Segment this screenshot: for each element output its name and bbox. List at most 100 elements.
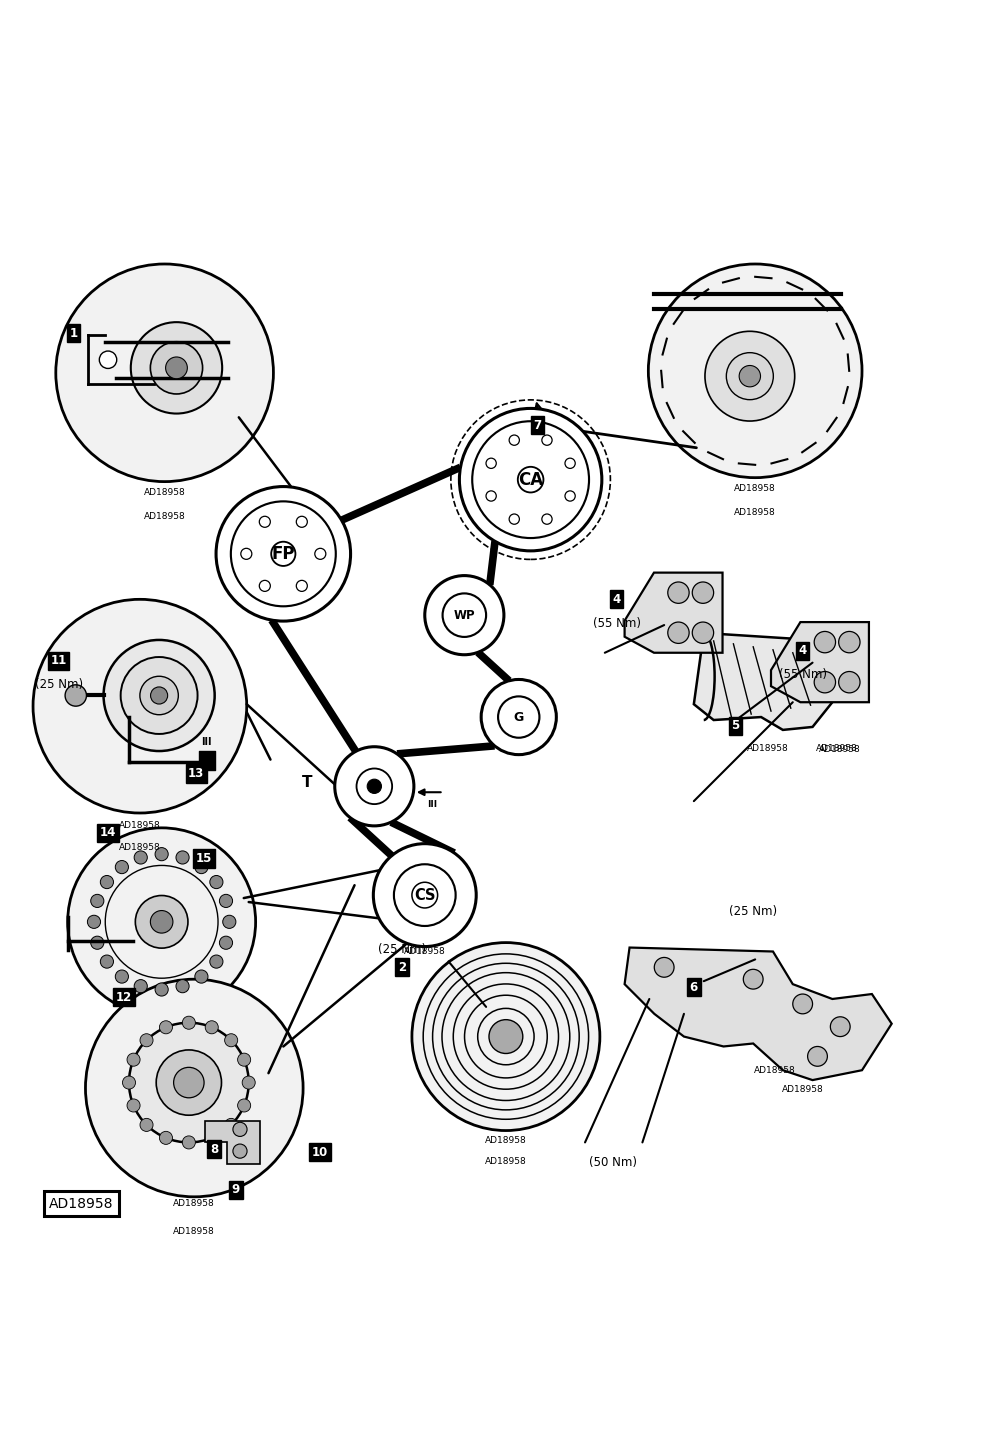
Circle shape: [518, 466, 544, 492]
Text: AD18958: AD18958: [49, 1197, 113, 1210]
Circle shape: [807, 1047, 827, 1066]
Circle shape: [160, 1131, 173, 1145]
Circle shape: [115, 861, 128, 874]
Circle shape: [127, 1099, 140, 1112]
Text: III: III: [427, 800, 436, 809]
Text: 10: 10: [311, 1145, 328, 1160]
Circle shape: [459, 409, 602, 550]
Text: AD18958: AD18958: [404, 947, 445, 956]
Circle shape: [151, 342, 202, 394]
Circle shape: [85, 979, 304, 1197]
Circle shape: [194, 970, 208, 983]
Circle shape: [238, 1099, 251, 1112]
Circle shape: [425, 576, 504, 654]
Text: AD18958: AD18958: [119, 843, 161, 852]
Circle shape: [134, 851, 148, 864]
Text: (55 Nm): (55 Nm): [779, 669, 826, 682]
Circle shape: [174, 1067, 204, 1097]
Circle shape: [219, 936, 232, 949]
Text: AD18958: AD18958: [144, 513, 186, 521]
Text: AD18958: AD18958: [754, 1066, 796, 1074]
Circle shape: [259, 517, 271, 527]
Text: CA: CA: [518, 471, 544, 488]
Text: (25 Nm): (25 Nm): [35, 677, 82, 690]
Circle shape: [668, 622, 689, 644]
Circle shape: [238, 1053, 251, 1066]
Circle shape: [129, 1022, 249, 1142]
Circle shape: [565, 458, 575, 468]
Text: AD18958: AD18958: [734, 508, 776, 517]
Text: AD18958: AD18958: [485, 1136, 527, 1145]
Circle shape: [242, 1076, 255, 1089]
Circle shape: [166, 357, 187, 378]
Text: AD18958: AD18958: [174, 1227, 215, 1236]
Circle shape: [241, 549, 252, 559]
Text: (25 Nm): (25 Nm): [729, 905, 778, 918]
Circle shape: [100, 875, 113, 888]
Circle shape: [442, 593, 486, 637]
Text: 15: 15: [196, 852, 212, 865]
Circle shape: [334, 747, 414, 826]
Text: AD18958: AD18958: [782, 1084, 823, 1095]
Circle shape: [140, 1118, 153, 1132]
Circle shape: [743, 969, 763, 989]
Circle shape: [367, 780, 382, 793]
Circle shape: [223, 915, 236, 928]
Circle shape: [103, 640, 214, 751]
Text: 4: 4: [799, 644, 806, 657]
Circle shape: [155, 848, 169, 861]
Circle shape: [838, 631, 860, 653]
Circle shape: [542, 514, 553, 524]
Circle shape: [271, 542, 296, 566]
Circle shape: [205, 1021, 218, 1034]
Circle shape: [140, 1034, 153, 1047]
Circle shape: [739, 365, 761, 387]
Text: 1: 1: [69, 326, 77, 339]
Circle shape: [726, 352, 774, 400]
Circle shape: [655, 957, 674, 978]
Circle shape: [99, 351, 117, 368]
Circle shape: [486, 491, 496, 501]
Circle shape: [135, 895, 187, 949]
Circle shape: [489, 1019, 523, 1054]
Circle shape: [155, 983, 169, 996]
Circle shape: [814, 671, 835, 693]
Text: (50 Nm): (50 Nm): [588, 1155, 637, 1168]
Circle shape: [151, 687, 168, 705]
Circle shape: [830, 1017, 850, 1037]
Circle shape: [176, 851, 189, 864]
Text: FP: FP: [272, 544, 295, 563]
Circle shape: [394, 865, 455, 926]
Circle shape: [649, 264, 862, 478]
Circle shape: [121, 657, 197, 734]
Circle shape: [509, 514, 520, 524]
Text: III: III: [200, 736, 211, 747]
Circle shape: [297, 517, 308, 527]
Text: AD18958: AD18958: [174, 1200, 215, 1209]
Text: AD18958: AD18958: [816, 744, 858, 752]
Circle shape: [131, 322, 222, 413]
Polygon shape: [693, 632, 840, 729]
Circle shape: [509, 435, 520, 445]
Circle shape: [219, 894, 232, 907]
Text: AD18958: AD18958: [819, 745, 861, 754]
Circle shape: [127, 1053, 140, 1066]
Circle shape: [838, 671, 860, 693]
Circle shape: [793, 993, 812, 1014]
Circle shape: [297, 580, 308, 592]
Text: 5: 5: [731, 719, 739, 732]
Circle shape: [216, 487, 350, 621]
Circle shape: [224, 1118, 238, 1132]
Text: 14: 14: [100, 826, 116, 839]
Text: (25 Nm): (25 Nm): [378, 943, 427, 956]
Circle shape: [209, 954, 223, 967]
Circle shape: [134, 979, 148, 993]
Circle shape: [67, 827, 256, 1015]
Circle shape: [151, 911, 173, 933]
Text: AD18958: AD18958: [144, 488, 186, 497]
Circle shape: [668, 582, 689, 604]
Text: AD18958: AD18958: [119, 822, 161, 830]
Circle shape: [692, 622, 713, 644]
Text: WP: WP: [453, 609, 475, 622]
Circle shape: [65, 684, 86, 706]
